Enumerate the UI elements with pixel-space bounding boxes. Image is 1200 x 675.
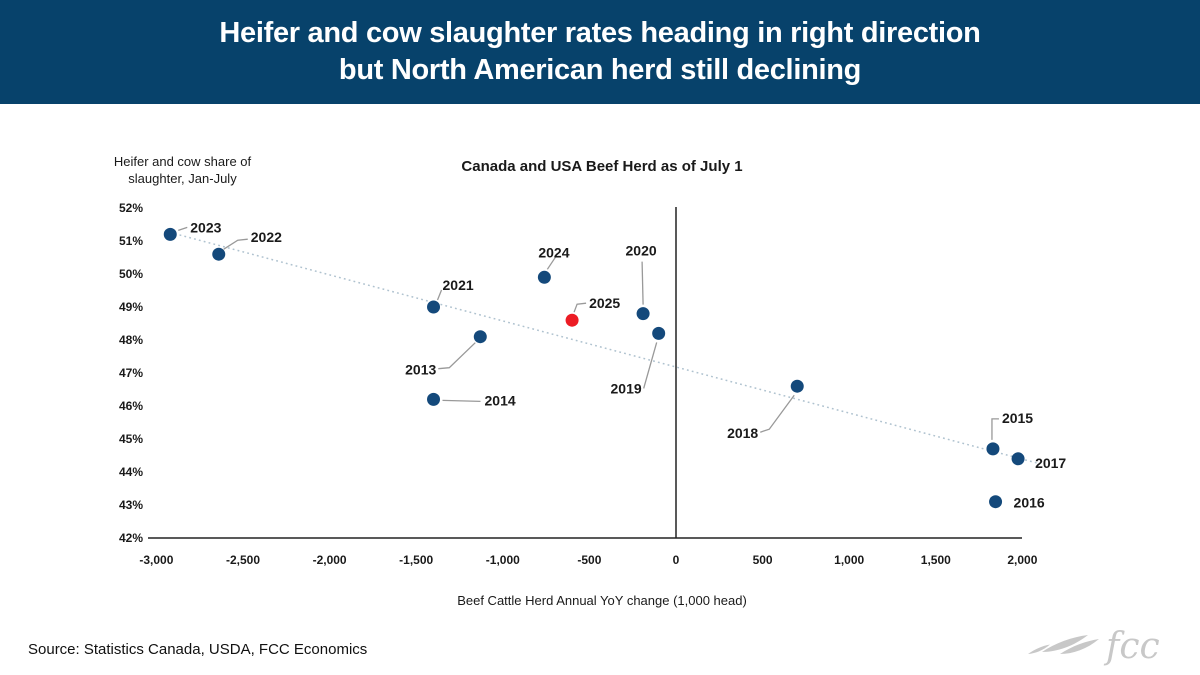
y-tick-label: 42% [119,531,143,545]
leader-line-2019 [643,342,658,389]
data-point-2025 [565,313,579,327]
data-point-2015 [986,442,1000,456]
y-tick-label: 48% [119,333,143,347]
data-point-2021 [427,300,441,314]
data-point-2014 [427,392,441,406]
x-tick-label: 1,500 [921,553,951,567]
x-tick-label: 1,000 [834,553,864,567]
y-tick-label: 51% [119,234,143,248]
point-label-2025: 2025 [589,295,620,311]
point-label-2015: 2015 [1002,410,1033,426]
y-tick-label: 43% [119,498,143,512]
x-tick-label: 0 [673,553,680,567]
y-tick-label: 52% [119,201,143,215]
point-label-2021: 2021 [443,277,474,293]
point-label-2023: 2023 [190,219,221,235]
data-point-2018 [790,379,804,393]
leader-line-2025 [573,302,587,313]
point-label-2013: 2013 [405,362,436,378]
point-label-2018: 2018 [727,425,758,441]
point-label-2014: 2014 [485,392,516,408]
page-title-line1: Heifer and cow slaughter rates heading i… [219,17,981,49]
leader-line-2013 [438,342,476,370]
x-tick-label: -2,500 [226,553,260,567]
point-label-2016: 2016 [1014,495,1045,511]
y-tick-label: 45% [119,432,143,446]
fcc-logo-text: fcc [1103,626,1160,667]
data-point-2013 [473,330,487,344]
leader-line-2018 [760,394,795,433]
point-label-2020: 2020 [626,243,657,259]
x-axis-label: Beef Cattle Herd Annual YoY change (1,00… [457,593,747,608]
trendline [164,230,1040,465]
data-point-2016 [989,495,1003,509]
data-point-2024 [537,270,551,284]
fcc-logo-swoosh [1028,635,1099,654]
y-tick-label: 44% [119,465,143,479]
data-point-2019 [652,326,666,340]
leader-line-2015 [991,418,999,440]
x-tick-label: -500 [577,553,601,567]
x-tick-label: -1,000 [486,553,520,567]
x-tick-label: 2,000 [1007,553,1037,567]
leader-line-2022 [223,238,248,250]
leader-line-2023 [178,226,188,232]
point-label-2024: 2024 [538,244,569,260]
page-title-line2: but North American herd still declining [338,54,862,86]
x-tick-label: 500 [753,553,773,567]
leader-line-2014 [442,399,481,403]
fcc-logo: fcc [1028,626,1160,667]
point-label-2022: 2022 [251,229,282,245]
data-point-2023 [163,227,177,241]
x-tick-label: -2,000 [313,553,347,567]
y-tick-label: 47% [119,366,143,380]
leader-line-2020 [641,261,644,305]
chart-title: Canada and USA Beef Herd as of July 1 [461,158,743,175]
data-point-2022 [212,247,226,261]
data-point-2017 [1011,452,1025,466]
header-banner: Heifer and cow slaughter rates heading i… [0,0,1200,104]
y-axis-label-line2: slaughter, Jan-July [128,171,237,186]
point-label-2019: 2019 [611,380,642,396]
point-label-2017: 2017 [1035,455,1066,471]
data-point-2020 [636,307,650,321]
y-tick-label: 50% [119,267,143,281]
x-tick-label: -3,000 [139,553,173,567]
source-text: Source: Statistics Canada, USDA, FCC Eco… [28,641,368,658]
leader-line-2024 [546,256,556,270]
x-tick-label: -1,500 [399,553,433,567]
y-tick-label: 46% [119,399,143,413]
y-tick-label: 49% [119,300,143,314]
leader-line-2021 [436,289,443,301]
y-axis-label: Heifer and cow share of slaughter, Jan-J… [95,153,270,187]
y-axis-label-line1: Heifer and cow share of [113,154,252,169]
